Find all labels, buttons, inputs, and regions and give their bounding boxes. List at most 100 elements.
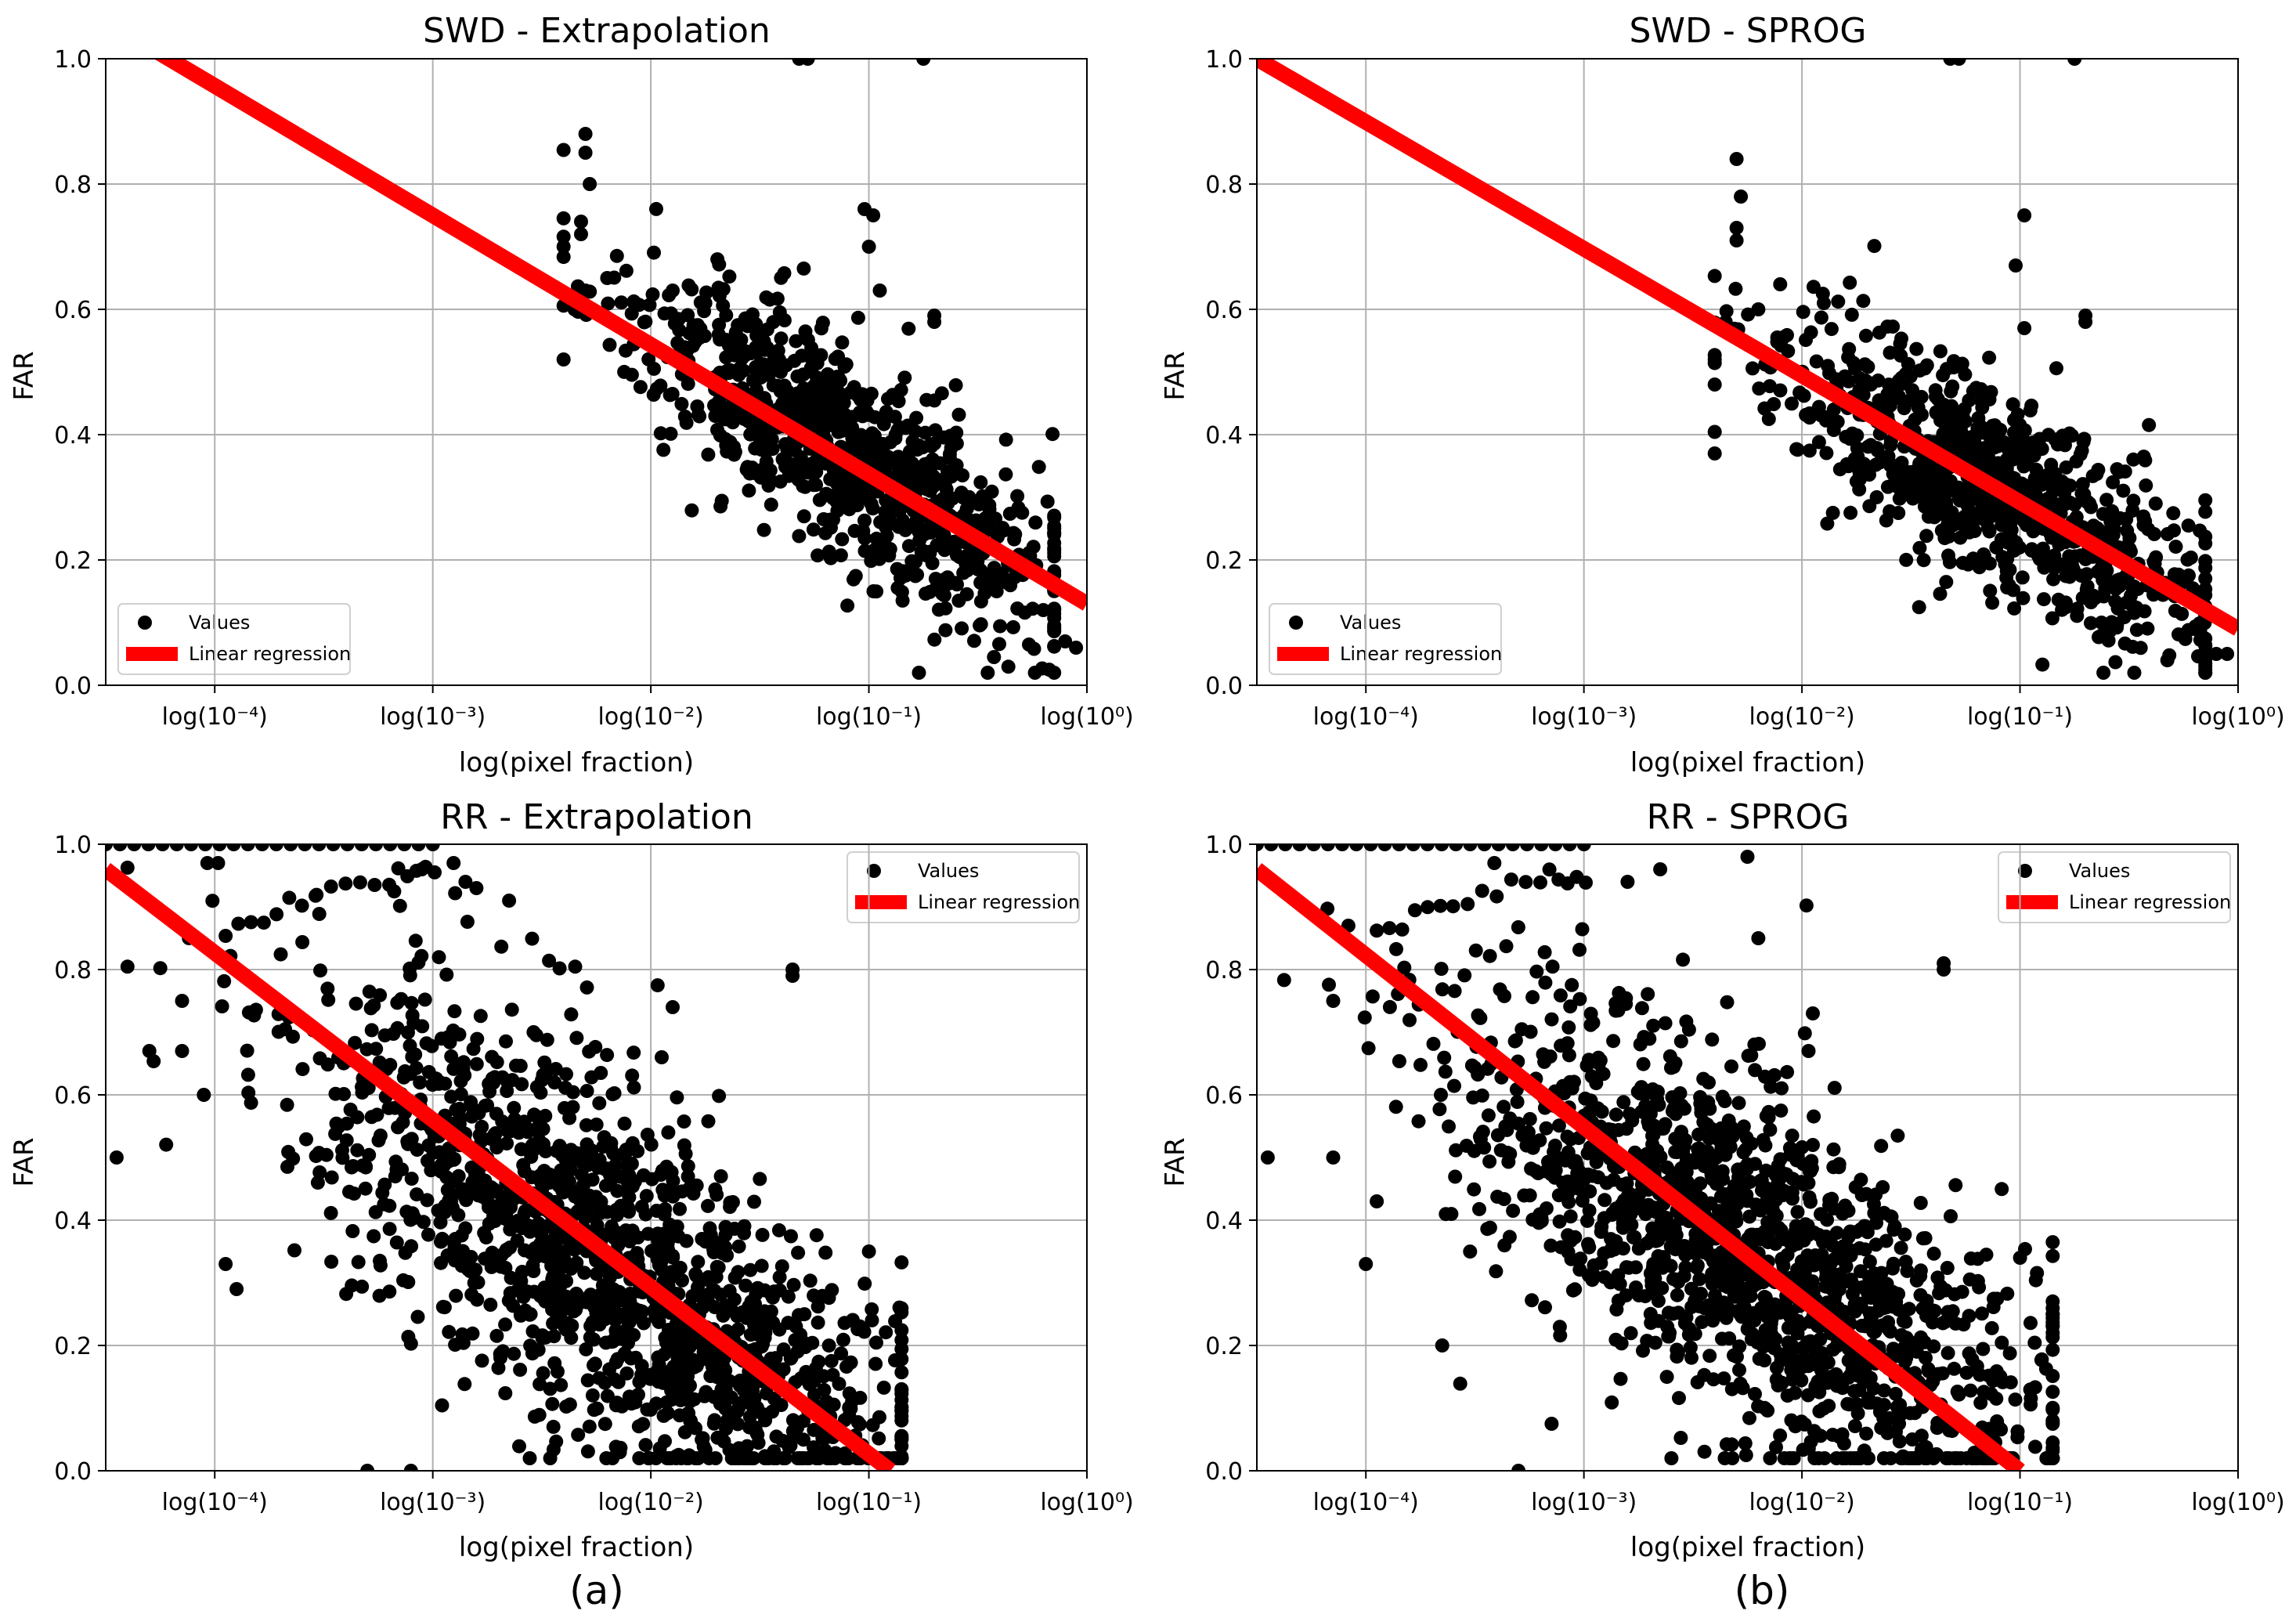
panel-swd-sprog: SWD - SPROG log(pixel fraction) FAR Valu… xyxy=(1160,11,2285,778)
data-point xyxy=(2096,666,2111,680)
data-point xyxy=(2002,562,2017,577)
y-tick-label: 0.4 xyxy=(1205,422,1243,450)
data-point xyxy=(731,1239,746,1254)
data-point xyxy=(2198,536,2213,551)
data-point xyxy=(120,860,135,875)
data-point xyxy=(1664,1451,1679,1465)
data-point xyxy=(1862,468,1876,482)
data-point xyxy=(970,562,985,576)
data-point xyxy=(2198,561,2213,575)
data-point xyxy=(569,1031,584,1046)
data-point xyxy=(2045,1315,2060,1330)
data-point xyxy=(554,1378,569,1392)
data-point xyxy=(1751,931,1766,945)
data-point xyxy=(1467,1143,1482,1158)
data-point xyxy=(1735,1381,1750,1396)
data-point xyxy=(754,1259,769,1273)
data-point xyxy=(1941,548,1955,563)
data-point xyxy=(1437,1050,1452,1065)
data-point xyxy=(1525,1293,1540,1308)
data-point xyxy=(1897,401,1912,416)
data-point xyxy=(556,1185,571,1200)
data-point xyxy=(894,1352,909,1367)
data-point xyxy=(597,1417,612,1432)
legend-label-values: Values xyxy=(1340,612,1401,634)
data-point xyxy=(1608,1107,1623,1122)
data-point xyxy=(774,270,789,285)
data-point xyxy=(1839,429,1854,444)
data-point xyxy=(1623,1326,1638,1341)
x-axis-label: log(pixel fraction) xyxy=(459,1532,694,1563)
data-point xyxy=(2179,572,2194,587)
data-point xyxy=(1697,1444,1712,1459)
data-point xyxy=(1987,440,2002,455)
data-point xyxy=(1738,1436,1753,1450)
data-point xyxy=(1579,1058,1594,1073)
data-point xyxy=(1829,1451,1844,1465)
data-point xyxy=(872,1431,886,1446)
data-point xyxy=(410,1309,425,1324)
data-point xyxy=(2014,476,2029,491)
data-point xyxy=(1572,991,1587,1006)
data-point xyxy=(1901,1302,1916,1316)
data-point xyxy=(1984,1320,1999,1335)
data-point xyxy=(451,1168,466,1183)
data-point xyxy=(710,252,725,267)
data-point xyxy=(2020,517,2034,532)
data-point xyxy=(559,1399,574,1414)
data-point xyxy=(600,1389,615,1403)
data-point xyxy=(622,1204,637,1219)
data-point xyxy=(980,666,995,680)
data-point xyxy=(651,1233,666,1248)
data-point xyxy=(1796,1352,1810,1367)
data-point xyxy=(513,1363,528,1377)
x-tick-label: log(10⁻³) xyxy=(1531,703,1637,731)
data-point xyxy=(852,1319,867,1334)
plot-area-frame xyxy=(105,843,1088,1472)
data-point xyxy=(664,1334,679,1349)
data-point xyxy=(1883,398,1897,413)
data-point xyxy=(1896,376,1911,391)
data-point xyxy=(800,333,815,347)
data-point xyxy=(364,1023,379,1038)
data-point xyxy=(918,425,933,440)
data-point xyxy=(747,466,762,480)
data-point xyxy=(578,127,593,141)
data-point xyxy=(810,1315,825,1330)
data-point xyxy=(1656,1121,1671,1136)
chart-title: RR - SPROG xyxy=(1647,797,1850,837)
data-point xyxy=(1923,496,1938,511)
data-point xyxy=(2147,527,2161,541)
data-point xyxy=(760,1451,774,1465)
data-point xyxy=(1655,1260,1670,1275)
data-point xyxy=(1555,1176,1570,1190)
data-point xyxy=(498,1317,513,1332)
x-tick-label: log(10⁻¹) xyxy=(816,703,922,731)
data-point xyxy=(1807,1424,1821,1439)
data-point xyxy=(998,467,1013,482)
data-point xyxy=(367,878,382,892)
data-point xyxy=(574,215,588,229)
data-point xyxy=(731,1265,745,1280)
data-point xyxy=(828,352,843,367)
data-point xyxy=(1801,1044,1816,1058)
axis-ticks: log(10⁻⁴) log(10⁻³) log(10⁻²) log(10⁻¹) log(… xyxy=(54,832,1133,1516)
data-point xyxy=(1670,1349,1684,1364)
plot-area-frame xyxy=(1256,58,2239,686)
data-point xyxy=(1563,1209,1578,1224)
data-point xyxy=(320,981,335,996)
data-point xyxy=(522,1451,537,1465)
data-point xyxy=(321,992,336,1007)
legend-label-values: Values xyxy=(189,612,250,634)
data-point xyxy=(1913,1196,1928,1210)
data-point xyxy=(853,1390,868,1405)
data-point xyxy=(240,1067,255,1082)
data-point xyxy=(1955,555,1970,570)
data-point xyxy=(651,1350,666,1365)
data-point xyxy=(2162,648,2177,663)
data-point xyxy=(676,1343,691,1358)
data-point xyxy=(791,1245,806,1260)
data-point xyxy=(617,1346,632,1361)
data-point xyxy=(2086,588,2101,603)
data-point xyxy=(542,953,557,968)
